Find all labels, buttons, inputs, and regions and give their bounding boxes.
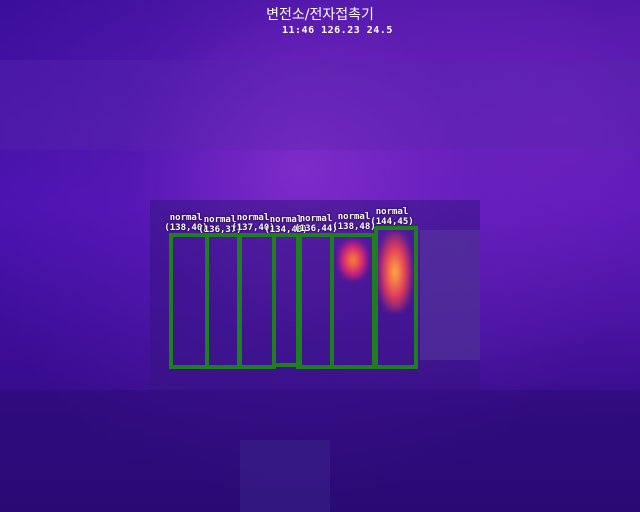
stats-readout: 11:46 126.23 24.5 bbox=[282, 25, 393, 36]
detection-status: normal bbox=[203, 215, 237, 225]
detection-label-7: normal (144,45) bbox=[366, 207, 418, 227]
detection-box-7[interactable] bbox=[374, 226, 418, 369]
detection-value: (134,40) bbox=[264, 225, 308, 235]
detection-label-4: normal (134,40) bbox=[260, 215, 312, 235]
detection-box-4[interactable] bbox=[272, 233, 302, 367]
detection-value: (136,44) bbox=[294, 224, 338, 234]
detection-value: (138,48) bbox=[332, 222, 376, 232]
detection-box-6[interactable] bbox=[330, 233, 376, 369]
detection-label-1: normal (138,40) bbox=[160, 213, 212, 233]
detection-value: (137,40) bbox=[231, 223, 275, 233]
hotspot-2 bbox=[378, 232, 412, 312]
detection-status: normal bbox=[337, 212, 371, 222]
detection-status: normal bbox=[375, 207, 409, 217]
detection-box-5[interactable] bbox=[296, 233, 334, 369]
detection-value: (144,45) bbox=[370, 217, 414, 227]
detection-label-5: normal (136,44) bbox=[290, 214, 342, 234]
detection-status: normal bbox=[269, 215, 303, 225]
detection-value: (138,40) bbox=[164, 223, 208, 233]
detection-box-1[interactable] bbox=[169, 233, 209, 369]
wall-panel-top bbox=[0, 60, 640, 150]
detection-label-6: normal (138,48) bbox=[328, 212, 380, 232]
detection-label-2: normal (136,37) bbox=[194, 215, 246, 235]
detection-status: normal bbox=[169, 213, 203, 223]
detection-box-3[interactable] bbox=[238, 233, 276, 369]
detection-box-2[interactable] bbox=[205, 233, 241, 369]
floor-box bbox=[240, 440, 330, 512]
detection-label-3: normal (137,40) bbox=[227, 213, 279, 233]
hotspot-1 bbox=[338, 240, 368, 280]
page-title: 변전소/전자접촉기 bbox=[266, 7, 374, 23]
detection-status: normal bbox=[236, 213, 270, 223]
detection-status: normal bbox=[299, 214, 333, 224]
detection-value: (136,37) bbox=[198, 225, 242, 235]
cabinet-right bbox=[420, 230, 480, 360]
